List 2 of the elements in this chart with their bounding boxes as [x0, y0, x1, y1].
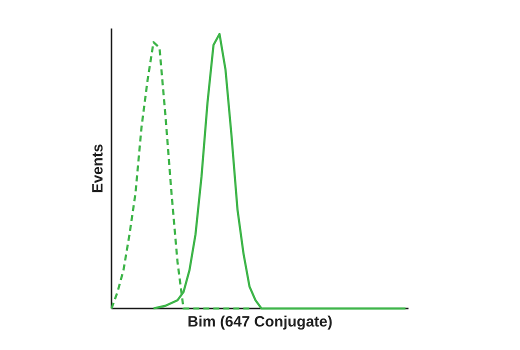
- x-axis-title: Bim (647 Conjugate): [187, 314, 333, 330]
- y-axis-title: Events: [90, 144, 106, 194]
